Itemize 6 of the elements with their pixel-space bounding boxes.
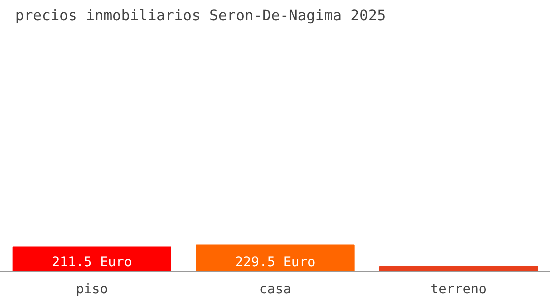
x-tick-label: terreno (430, 282, 487, 298)
data-label: 211.5 Euro (52, 256, 132, 270)
chart-title: precios inmobiliarios Seron-De-Nagima 2025 (16, 8, 386, 24)
data-label: 229.5 Euro (235, 256, 316, 270)
x-tick-label: casa (259, 282, 292, 298)
x-tick-label: piso (76, 282, 108, 298)
